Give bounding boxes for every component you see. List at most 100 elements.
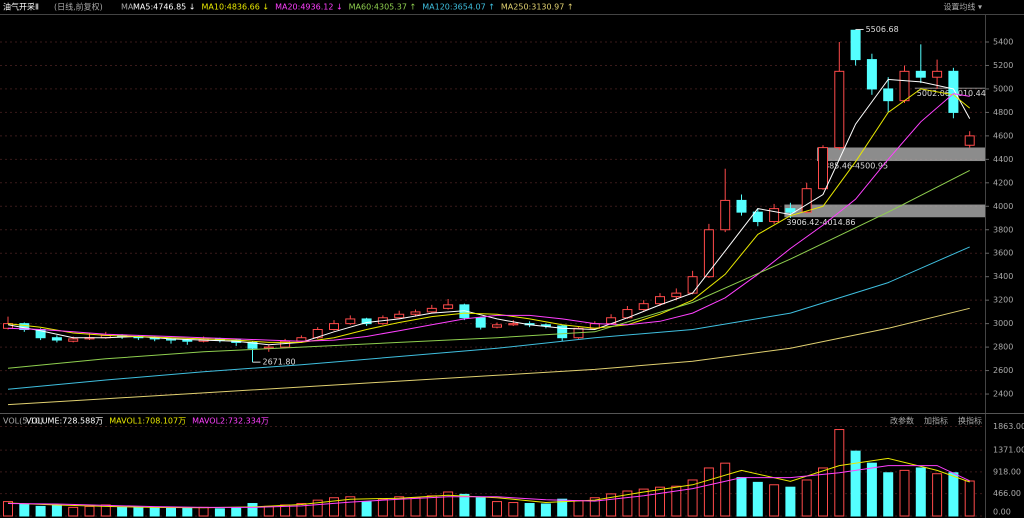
volume-bar: [459, 493, 470, 517]
candle-body: [312, 328, 323, 339]
candle-body: [329, 323, 339, 330]
volume-bar: [329, 497, 339, 517]
volume-bar: [475, 497, 486, 517]
volume-bar: [296, 503, 307, 517]
y-tick-label: 5000: [993, 84, 1013, 93]
volume-bar: [964, 480, 975, 517]
volume-bar: [117, 506, 128, 517]
volume-bar: [198, 506, 209, 517]
volume-bar: [785, 486, 796, 517]
y-tick-label: 0.00: [993, 508, 1011, 517]
volume-bar: [687, 479, 698, 517]
volume-bar: [394, 496, 405, 517]
volume-bar: [866, 462, 877, 517]
candle-body: [410, 311, 421, 315]
volume-bar: [703, 467, 714, 517]
settings-button[interactable]: 设置均线 ▾: [943, 2, 982, 12]
ma-line: [7, 307, 970, 406]
volume-legend: VOLUME:728.588万: [26, 417, 103, 426]
y-tick-label: 918.00: [993, 467, 1021, 476]
candle-body: [394, 313, 405, 319]
indicator-button[interactable]: 改参数: [890, 416, 914, 426]
candle-body: [899, 70, 910, 102]
volume-bar: [915, 467, 926, 517]
volume-bar: [671, 485, 682, 517]
y-tick-label: 4200: [993, 178, 1013, 187]
volume-bar: [214, 508, 225, 517]
y-tick-label: 4000: [993, 202, 1013, 211]
candle-body: [492, 324, 502, 328]
y-tick-label: 3400: [993, 272, 1013, 281]
y-tick-label: 3200: [993, 296, 1013, 305]
candle-body: [736, 199, 747, 213]
candle-body: [638, 303, 649, 311]
ma-tag: MA: [121, 3, 134, 12]
volume-bar: [492, 501, 502, 517]
annotation-label: 2671.80: [263, 358, 296, 367]
candle-body: [247, 341, 258, 349]
volume-bar: [899, 469, 910, 517]
ma-legend: MA250:3130.97 ↑: [501, 3, 574, 12]
volume-bar: [68, 506, 79, 517]
volume-bar: [720, 462, 731, 517]
candle-body: [671, 292, 682, 298]
candle-body: [883, 88, 894, 102]
candle-body: [426, 307, 437, 313]
y-tick-label: 4600: [993, 131, 1013, 140]
volume-bar: [84, 505, 95, 517]
volume-bar: [769, 484, 780, 517]
volume-bar: [263, 505, 274, 517]
volume-bar: [948, 472, 959, 517]
volume-bar: [19, 503, 30, 517]
y-tick-label: 3000: [993, 319, 1013, 328]
volume-bar: [377, 498, 388, 517]
volume-bar: [3, 501, 13, 517]
volume-bar: [932, 473, 943, 517]
volume-bar: [801, 479, 812, 517]
y-tick-label: 2400: [993, 390, 1013, 399]
volume-bar: [426, 495, 437, 517]
volume-ma-line: [7, 457, 970, 509]
volume-title: VOL(5,10): [3, 417, 43, 426]
y-tick-label: 3600: [993, 249, 1013, 258]
volume-bar: [655, 486, 665, 517]
candle-body: [475, 317, 486, 328]
volume-bar: [247, 503, 258, 517]
candle-body: [785, 208, 796, 213]
indicator-button[interactable]: 换指标: [958, 416, 982, 426]
candle-body: [182, 339, 193, 342]
ma-legend: MA120:3654.07 ↑: [422, 3, 495, 12]
volume-bar: [443, 491, 454, 517]
volume-bar: [231, 507, 242, 517]
volume-bar: [850, 450, 861, 517]
volume-legend: MAVOL1:708.107万: [109, 417, 186, 426]
volume-bar: [508, 502, 519, 517]
ma-line: [7, 169, 970, 369]
ma-line: [7, 78, 971, 346]
y-tick-label: 1863.00: [993, 422, 1024, 431]
ma-legend: MA5:4746.85 ↓: [133, 3, 196, 12]
candle-body: [540, 324, 551, 327]
y-tick-label: 4400: [993, 155, 1013, 164]
volume-bar: [361, 501, 372, 517]
candle-body: [720, 199, 731, 231]
y-tick-label: 1371.00: [993, 446, 1024, 455]
candle-body: [345, 318, 356, 325]
zone-label: 3906.42-4014.86: [786, 218, 855, 227]
ma-legend: MA10:4836.66 ↓: [202, 3, 270, 12]
candle-body: [68, 338, 79, 342]
candle-body: [655, 296, 665, 305]
volume-bar: [133, 507, 144, 517]
candle-body: [834, 70, 845, 149]
ma-line: [7, 246, 970, 390]
volume-bar: [312, 499, 323, 517]
indicator-button[interactable]: 加指标: [924, 416, 948, 426]
candle-body: [443, 304, 454, 309]
ma-line: [7, 88, 971, 343]
candle-body: [948, 70, 959, 113]
annotation-label: 5506.68: [866, 25, 899, 34]
volume-bar: [35, 505, 46, 517]
volume-bar: [51, 504, 62, 517]
gap-zone: [817, 147, 985, 162]
